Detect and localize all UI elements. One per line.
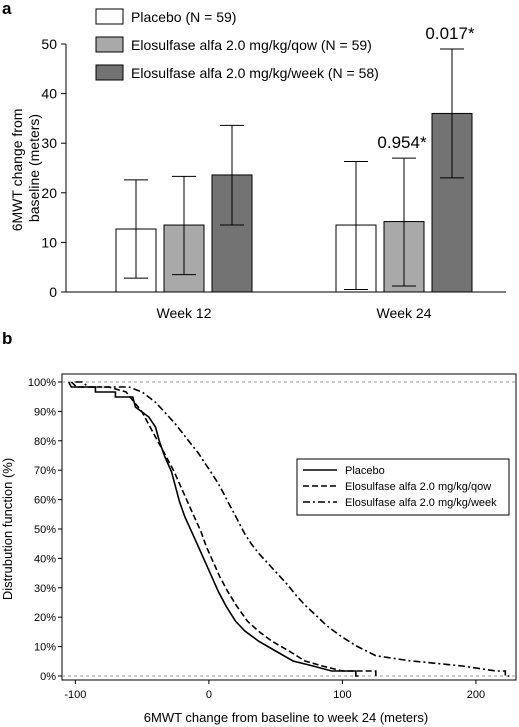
panel-b-y-tick-label: 50% bbox=[34, 524, 56, 536]
panel-b-legend-box bbox=[296, 458, 510, 516]
panel-a-y-axis-label-line-1: 6MWT change from bbox=[9, 109, 25, 232]
panel-b-legend: Placebo Elosulfase alfa 2.0 mg/kg/qow Elos… bbox=[296, 458, 510, 516]
cdf-line-series-1 bbox=[67, 381, 359, 677]
panel-b-y-tick-label: 30% bbox=[34, 583, 56, 595]
legend-swatch bbox=[95, 36, 124, 53]
panel-b-y-tick-label: 10% bbox=[34, 642, 56, 654]
panel-b-y-tick-label: 100% bbox=[28, 377, 56, 389]
cdf-line-series-2 bbox=[70, 381, 379, 677]
panel-a-y-tick-label: 30 bbox=[41, 135, 57, 151]
bar-week-12-series-3 bbox=[211, 174, 253, 293]
panel-b-y-tick-label: 80% bbox=[34, 436, 56, 448]
panel-b-axes: 0% 10% 20% 30% 40% 50% 60% 70% 80% 90% 100% -100 0 10… bbox=[28, 373, 517, 701]
legend-label: Elosulfase alfa 2.0 mg/kg/week (N = 58) bbox=[131, 65, 379, 81]
panel-a-category-label: Week 24 bbox=[377, 305, 432, 321]
legend-label: Elosulfase alfa 2.0 mg/kg/qow bbox=[345, 481, 491, 493]
panel-b-x-tick-label: -100 bbox=[64, 689, 86, 701]
panel-b-y-tick-label: 60% bbox=[34, 495, 56, 507]
panel-b-y-tick-label: 70% bbox=[34, 465, 56, 477]
panel-b-x-tick-label: 0 bbox=[206, 689, 212, 701]
panel-a-y-tick-label: 10 bbox=[41, 234, 57, 250]
panel-b-letter: b bbox=[2, 329, 12, 348]
panel-a-legend: Placebo (N = 59) Elosulfase alfa 2.0 mg/k… bbox=[95, 8, 379, 81]
panel-a-y-tick-label: 0 bbox=[49, 284, 57, 300]
legend-label: Placebo bbox=[345, 465, 385, 477]
panel-a-y-axis-label: 6MWT change from baseline (meters) bbox=[9, 105, 42, 232]
panel-a-bar-chart: a 6MWT change from baseline (meters) 0 10… bbox=[2, 0, 506, 321]
legend-label: Elosulfase alfa 2.0 mg/kg/week bbox=[345, 497, 497, 509]
legend-label: Elosulfase alfa 2.0 mg/kg/qow (N = 59) bbox=[131, 37, 372, 53]
panel-b-y-tick-label: 0% bbox=[40, 671, 56, 683]
cdf-line-series-3 bbox=[75, 381, 510, 677]
panel-b-x-tick-label: 100 bbox=[333, 689, 351, 701]
legend-swatch bbox=[95, 8, 124, 25]
panel-b-y-axis-label: Distrubution function (%) bbox=[0, 458, 15, 600]
panel-b-lines bbox=[67, 381, 510, 677]
legend-label: Placebo (N = 59) bbox=[131, 9, 236, 25]
panel-b-y-tick-label: 90% bbox=[34, 406, 56, 418]
panel-a-y-tick-label: 40 bbox=[41, 86, 57, 102]
panel-b-y-tick-label: 40% bbox=[34, 553, 56, 565]
panel-a-category-label: Week 12 bbox=[157, 305, 212, 321]
bar-annotation: 0.017* bbox=[425, 24, 475, 43]
panel-b-frame bbox=[61, 373, 517, 681]
panel-b-x-axis-label: 6MWT change from baseline to week 24 (me… bbox=[144, 710, 428, 725]
panel-a-bars: 0.954* 0.017* bbox=[115, 24, 475, 293]
panel-a-letter: a bbox=[2, 0, 12, 18]
panel-b-x-tick-label: 200 bbox=[467, 689, 485, 701]
panel-b-cdf-chart: b Distrubution function (%) 6MWT change … bbox=[0, 329, 517, 725]
bar-annotation: 0.954* bbox=[377, 133, 427, 152]
panel-a-y-tick-label: 50 bbox=[41, 36, 57, 52]
panel-a-y-axis-label-line-2: baseline (meters) bbox=[26, 114, 42, 222]
legend-swatch bbox=[95, 64, 124, 81]
panel-b-y-tick-label: 20% bbox=[34, 612, 56, 624]
panel-a-y-tick-label: 20 bbox=[41, 185, 57, 201]
